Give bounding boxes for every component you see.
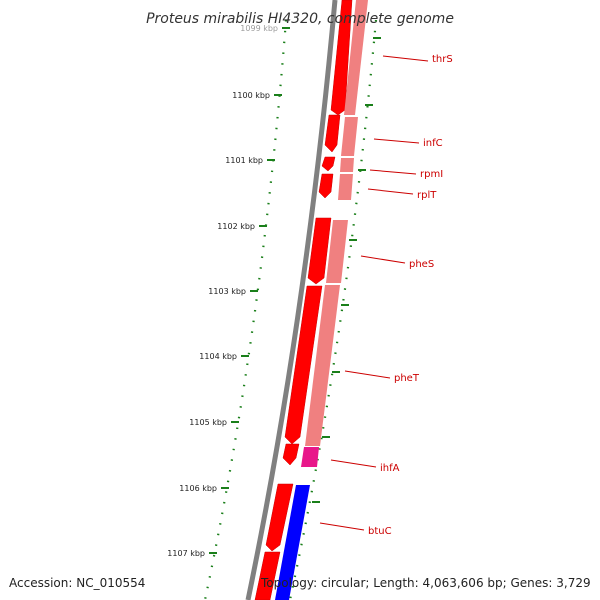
gene-leader-line — [330, 459, 377, 468]
gene-leader-line — [382, 55, 429, 62]
kbp-tick-label: 1102 kbp — [217, 222, 255, 231]
feature-track-outer — [254, 0, 353, 600]
feature-btuC-blue — [275, 485, 310, 600]
gene-arrow-pheS — [307, 217, 332, 285]
gene-label-rpmI: rpmI — [420, 169, 443, 180]
secondary-bar-rplT — [338, 174, 353, 200]
gene-label-btuC: btuC — [368, 526, 392, 537]
gene-arrow-rplT — [318, 173, 334, 199]
gene-arrow-btuC — [265, 483, 294, 552]
gene-label-pheS: pheS — [409, 259, 434, 270]
gene-arrow-thrS — [330, 0, 353, 116]
scale-dotted-ring — [203, 19, 288, 600]
kbp-tick-label: 1103 kbp — [208, 287, 246, 296]
inner-dotted-ring — [288, 19, 378, 600]
gene-leader-line — [344, 370, 391, 379]
gene-arrow-infC — [324, 114, 341, 153]
gene-leader-line — [373, 138, 420, 144]
genome-backbone — [245, 0, 338, 600]
secondary-bar-thrS — [344, 0, 368, 115]
gene-labels: thrS infC rpmI rplT pheS pheT ihfA btuC — [319, 54, 453, 537]
secondary-bar-infC — [341, 117, 358, 156]
gene-leader-line — [360, 255, 406, 264]
gene-label-ihfA: ihfA — [380, 463, 400, 474]
kbp-tick-label: 1106 kbp — [179, 484, 217, 493]
gene-label-infC: infC — [423, 138, 443, 149]
gene-leader-line — [369, 169, 417, 175]
kbp-tick-label: 1104 kbp — [199, 352, 237, 361]
kbp-tick-label: 1101 kbp — [225, 156, 263, 165]
secondary-bar-rpmI — [340, 158, 354, 172]
gene-label-rplT: rplT — [417, 190, 437, 201]
gene-arrow-ihfA — [282, 443, 300, 466]
gene-arrow-lower — [254, 551, 281, 600]
feature-ihfA-pink — [301, 447, 319, 467]
gene-arrow-pheT — [284, 285, 323, 445]
secondary-bar-pheT — [305, 285, 340, 446]
gene-label-thrS: thrS — [432, 54, 453, 65]
kbp-tick-label: 1099 kbp — [240, 24, 278, 33]
kbp-tick-label: 1100 kbp — [232, 91, 270, 100]
kbp-tick-label: 1105 kbp — [189, 418, 227, 427]
map-title: Proteus mirabilis HI4320, complete genom… — [146, 11, 454, 27]
feature-track-inner — [275, 0, 368, 600]
gene-leader-line — [367, 188, 414, 195]
gene-label-pheT: pheT — [394, 373, 420, 384]
topology-text: Topology: circular; Length: 4,063,606 bp… — [261, 576, 591, 590]
gene-leader-line — [319, 522, 365, 531]
kbp-scale: 1099 kbp 1100 kbp 1101 kbp 1102 kbp 1103 kbp… — [167, 24, 381, 558]
accession-text: Accession: NC_010554 — [9, 576, 146, 590]
secondary-bar-pheS — [326, 220, 348, 283]
kbp-tick-label: 1107 kbp — [167, 549, 205, 558]
gene-arrow-rpmI — [321, 156, 336, 172]
